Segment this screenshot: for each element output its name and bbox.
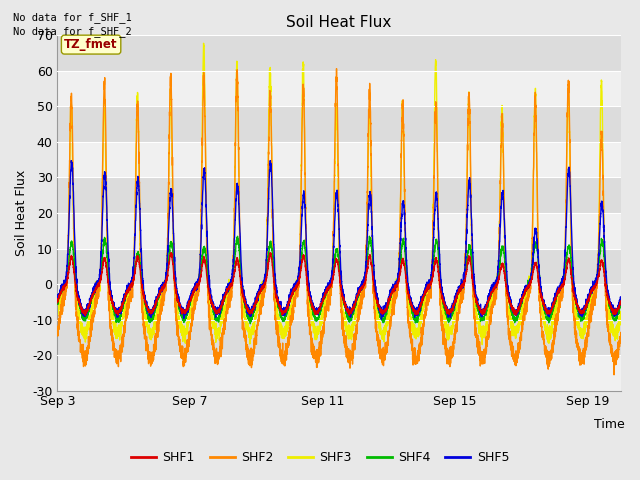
Bar bbox=[58, 36, 621, 71]
Text: Time: Time bbox=[595, 419, 625, 432]
Bar bbox=[58, 71, 621, 107]
Text: TZ_fmet: TZ_fmet bbox=[65, 38, 118, 51]
Bar bbox=[58, 355, 621, 391]
Bar bbox=[58, 213, 621, 249]
Bar bbox=[58, 107, 621, 142]
Text: No data for f_SHF_1: No data for f_SHF_1 bbox=[13, 12, 132, 23]
Bar bbox=[58, 284, 621, 320]
Bar bbox=[58, 142, 621, 178]
Y-axis label: Soil Heat Flux: Soil Heat Flux bbox=[15, 170, 28, 256]
Bar bbox=[58, 178, 621, 213]
Text: No data for f_SHF_2: No data for f_SHF_2 bbox=[13, 26, 132, 37]
Title: Soil Heat Flux: Soil Heat Flux bbox=[287, 15, 392, 30]
Bar bbox=[58, 249, 621, 284]
Legend: SHF1, SHF2, SHF3, SHF4, SHF5: SHF1, SHF2, SHF3, SHF4, SHF5 bbox=[126, 446, 514, 469]
Bar bbox=[58, 320, 621, 355]
